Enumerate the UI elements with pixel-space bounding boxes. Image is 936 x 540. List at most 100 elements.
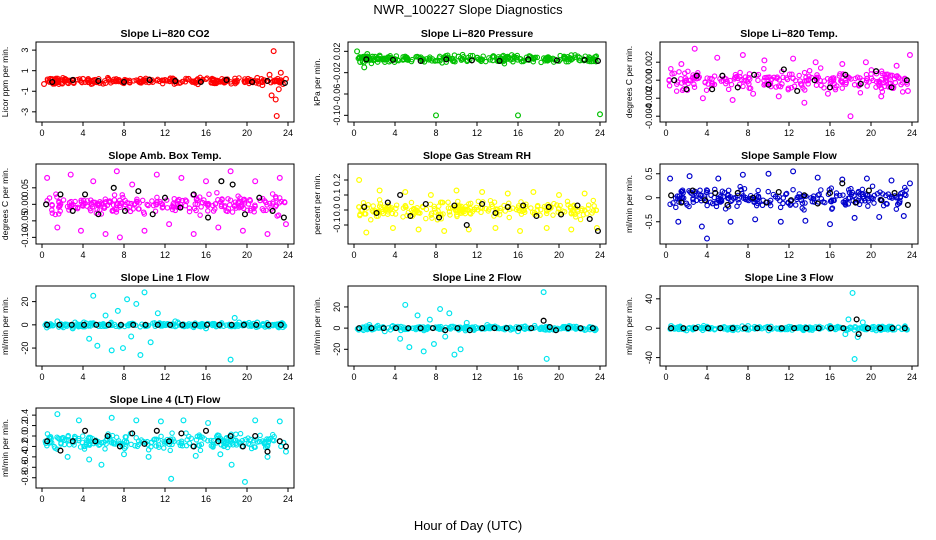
highlight-point: [149, 211, 156, 218]
data-point: [139, 197, 146, 204]
highlight-point: [491, 325, 498, 332]
data-point: [707, 199, 714, 206]
data-point: [162, 76, 169, 83]
data-point: [436, 203, 442, 209]
data-point: [687, 77, 694, 84]
y-tick-label: 0.1: [332, 189, 342, 202]
data-point: [773, 84, 779, 90]
x-tick-label: 24: [907, 128, 917, 138]
data-point: [542, 56, 549, 62]
data-point: [702, 79, 708, 86]
data-point: [110, 78, 116, 85]
highlight-point: [815, 325, 822, 332]
data-point: [854, 74, 861, 81]
data-point: [361, 211, 368, 217]
data-point: [185, 75, 192, 82]
data-point: [572, 52, 578, 58]
data-point: [196, 194, 203, 200]
data-point: [408, 58, 415, 65]
data-point: [108, 414, 115, 421]
highlight-point: [95, 77, 102, 85]
data-point: [724, 326, 731, 333]
data-point: [89, 201, 95, 208]
x-tick-label: 24: [595, 372, 605, 382]
highlight-point: [533, 212, 540, 220]
data-point: [713, 203, 720, 210]
x-tick-label: 8: [745, 372, 750, 382]
data-point: [429, 56, 436, 62]
data-point: [77, 227, 84, 234]
data-point: [406, 344, 413, 351]
data-point: [755, 200, 761, 207]
data-point: [118, 200, 124, 206]
data-point: [143, 77, 149, 83]
data-point: [893, 206, 900, 212]
y-tick-label: 0.002: [644, 51, 654, 74]
data-point: [208, 437, 214, 444]
data-point: [528, 205, 534, 211]
data-point: [402, 189, 409, 196]
data-point: [856, 82, 863, 88]
highlight-point: [734, 84, 741, 91]
highlight-point: [197, 78, 204, 86]
data-point: [521, 323, 527, 330]
data-point: [467, 211, 474, 217]
data-point: [49, 210, 56, 216]
highlight-point: [766, 325, 773, 332]
data-point: [857, 75, 863, 81]
data-point: [403, 56, 410, 63]
data-point: [56, 199, 62, 206]
data-point: [591, 54, 598, 61]
highlight-point: [389, 56, 397, 63]
data-point: [98, 211, 105, 217]
data-point: [839, 60, 846, 67]
data-point: [174, 197, 181, 204]
highlight-point: [668, 192, 675, 199]
data-point: [276, 79, 283, 86]
data-point: [537, 212, 543, 219]
data-point: [108, 347, 115, 354]
data-point: [440, 211, 446, 217]
highlight-point: [842, 71, 849, 78]
data-point: [252, 417, 259, 424]
data-point: [69, 325, 76, 332]
data-point: [124, 296, 131, 303]
y-axis-label: kPa per min.: [312, 58, 322, 106]
data-points: [42, 289, 288, 363]
data-point: [686, 173, 693, 180]
data-point: [451, 351, 458, 358]
data-point: [475, 56, 482, 63]
data-point: [190, 231, 197, 238]
x-tick-label: 12: [784, 250, 794, 260]
data-point: [44, 174, 51, 181]
chart-panel-5: Slope Gas Stream RH percent per min. 0 4 8 12…: [312, 150, 607, 260]
data-point: [739, 51, 746, 58]
data-point: [667, 201, 673, 208]
highlight-point: [276, 438, 283, 445]
data-point: [573, 214, 579, 220]
data-point: [670, 200, 676, 206]
figure-x-axis-label: Hour of Day (UTC): [414, 518, 522, 533]
highlight-point: [704, 325, 712, 332]
data-point: [901, 184, 908, 191]
x-tick-label: 4: [392, 128, 397, 138]
data-point: [106, 76, 112, 83]
data-point: [102, 312, 109, 319]
data-point: [86, 335, 93, 342]
highlight-point: [901, 325, 908, 332]
highlight-point: [216, 321, 223, 328]
y-tick-label: -0.10: [20, 227, 30, 248]
data-point: [699, 95, 706, 102]
x-tick-label: 12: [472, 372, 482, 382]
data-point: [556, 206, 562, 212]
data-point: [252, 203, 258, 210]
highlight-point: [801, 192, 808, 199]
data-point: [398, 327, 404, 334]
data-point: [272, 96, 279, 103]
y-tick-label: -0.02: [332, 62, 342, 83]
highlight-point: [190, 443, 197, 450]
data-points: [42, 411, 290, 485]
x-tick-label: 16: [201, 128, 211, 138]
highlight-point: [451, 202, 458, 209]
highlight-point: [252, 432, 259, 440]
